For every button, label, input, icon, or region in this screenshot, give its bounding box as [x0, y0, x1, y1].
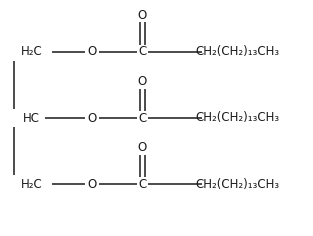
- Text: O: O: [88, 177, 97, 191]
- Text: H₂C: H₂C: [20, 45, 42, 59]
- Text: CH₂(CH₂)₁₃CH₃: CH₂(CH₂)₁₃CH₃: [196, 111, 280, 125]
- Text: H₂C: H₂C: [20, 177, 42, 191]
- Text: C: C: [138, 177, 146, 191]
- Text: C: C: [138, 45, 146, 59]
- Text: O: O: [88, 45, 97, 59]
- Text: O: O: [138, 75, 147, 88]
- Text: O: O: [88, 111, 97, 125]
- Text: CH₂(CH₂)₁₃CH₃: CH₂(CH₂)₁₃CH₃: [196, 177, 280, 191]
- Text: CH₂(CH₂)₁₃CH₃: CH₂(CH₂)₁₃CH₃: [196, 45, 280, 59]
- Text: C: C: [138, 111, 146, 125]
- Text: HC: HC: [23, 111, 40, 125]
- Text: O: O: [138, 9, 147, 22]
- Text: O: O: [138, 141, 147, 154]
